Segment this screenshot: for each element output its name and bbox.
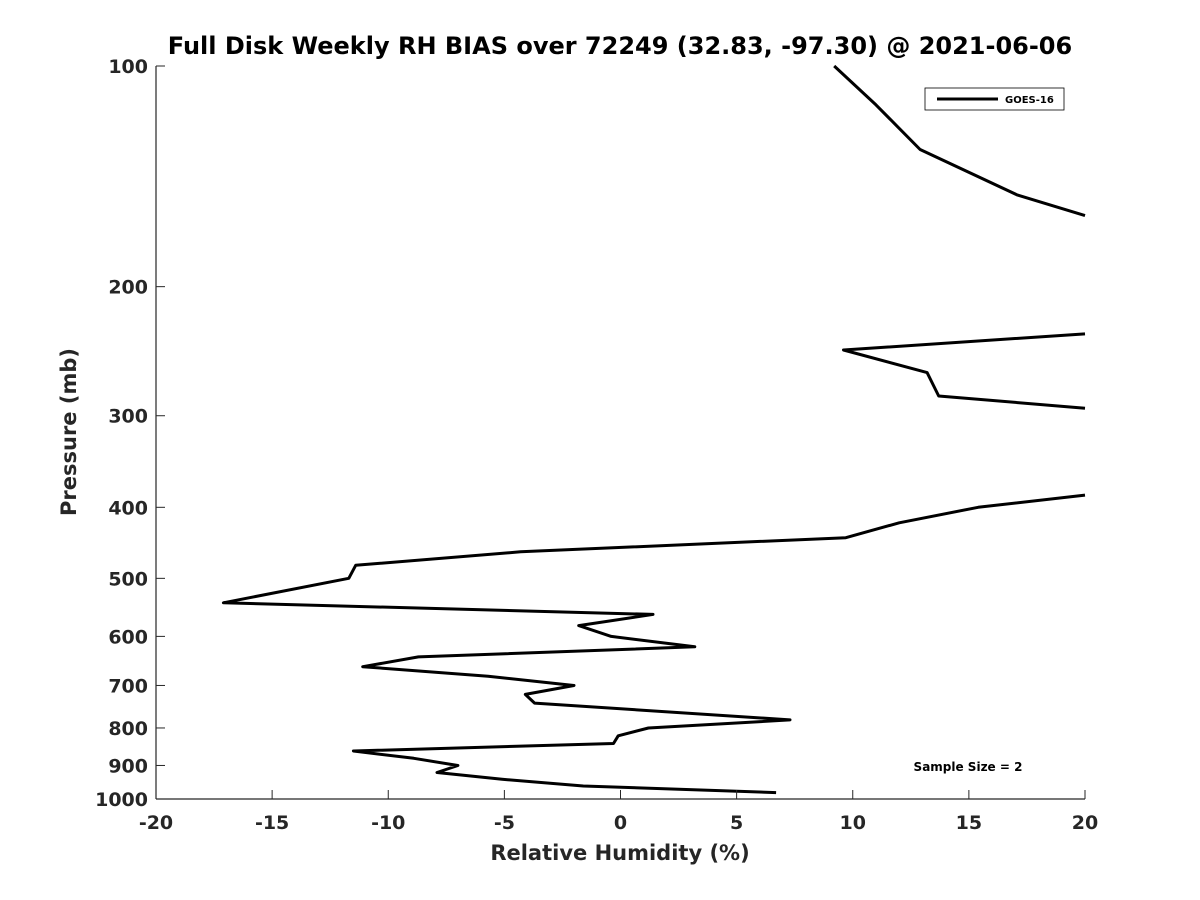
legend: GOES-16 — [924, 87, 1065, 111]
x-axis-label: Relative Humidity (%) — [490, 841, 749, 865]
x-tick-label: -20 — [139, 812, 173, 834]
chart-title: Full Disk Weekly RH BIAS over 72249 (32.… — [168, 32, 1072, 60]
y-axis-label: Pressure (mb) — [57, 348, 81, 516]
sample-size-annotation: Sample Size = 2 — [914, 760, 1023, 774]
y-tick-label: 600 — [108, 626, 148, 648]
x-tick-label: -10 — [371, 812, 405, 834]
x-tick-label: -15 — [255, 812, 289, 834]
x-axis-ticks: -20 -15 -10 -5 0 5 10 15 20 — [139, 790, 1098, 834]
legend-entry-goes16: GOES-16 — [1005, 95, 1054, 106]
series-line-segment — [221, 493, 1086, 795]
y-tick-label: 700 — [108, 675, 148, 697]
y-tick-label: 800 — [108, 718, 148, 740]
y-tick-label: 400 — [108, 497, 148, 519]
series-line-segment — [833, 64, 1086, 218]
x-tick-label: 20 — [1072, 812, 1098, 834]
x-tick-label: 10 — [840, 812, 866, 834]
series-line-segment — [842, 332, 1086, 410]
x-tick-label: 0 — [614, 812, 627, 834]
y-tick-label: 100 — [108, 56, 148, 78]
x-tick-label: -5 — [494, 812, 515, 834]
y-tick-label: 500 — [108, 568, 148, 590]
y-tick-label: 900 — [108, 755, 148, 777]
y-tick-label: 200 — [108, 277, 148, 299]
y-axis-ticks: 100 200 300 400 500 600 700 800 900 1000 — [95, 56, 165, 811]
series-lines — [221, 64, 1086, 795]
y-tick-label: 1000 — [95, 789, 148, 811]
x-tick-label: 15 — [956, 812, 982, 834]
plot-area — [156, 66, 1085, 799]
y-tick-label: 300 — [108, 406, 148, 428]
x-tick-label: 5 — [730, 812, 743, 834]
